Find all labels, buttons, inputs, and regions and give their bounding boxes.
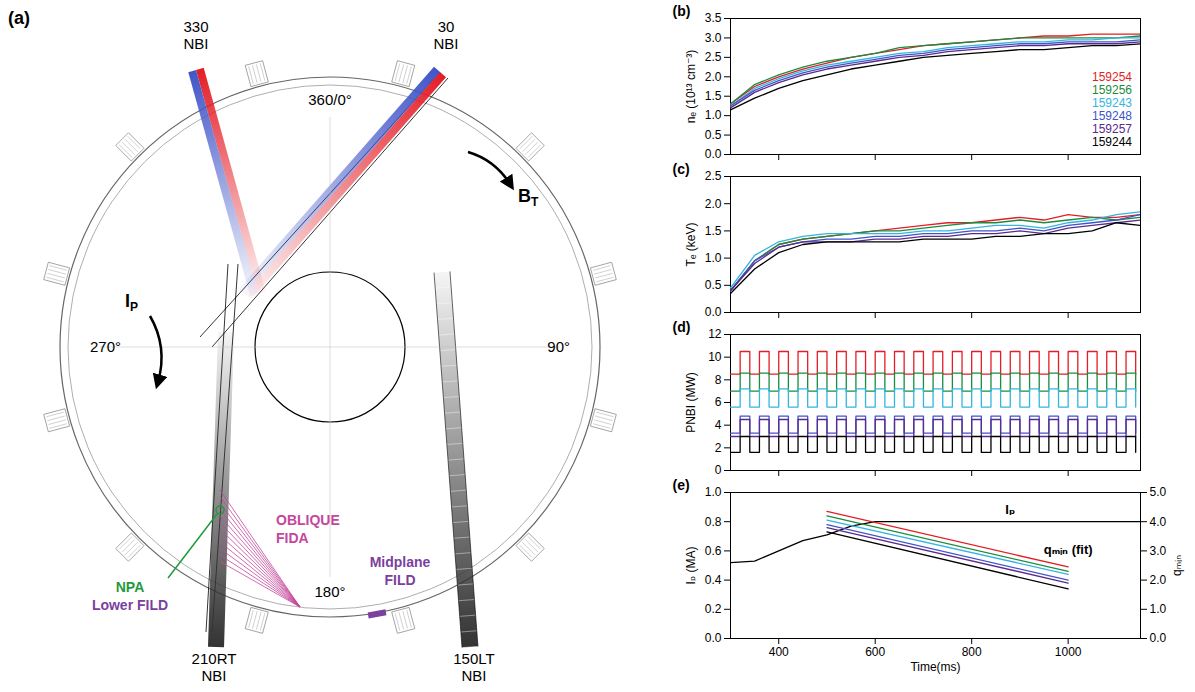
- svg-text:1.0: 1.0: [705, 108, 722, 122]
- svg-text:qₘᵢₙ: qₘᵢₙ: [1170, 555, 1184, 576]
- svg-text:(b): (b): [673, 3, 691, 19]
- html-text:159256: 159256: [1092, 83, 1132, 97]
- svg-text:400: 400: [769, 645, 789, 659]
- svg-text:1.0: 1.0: [705, 251, 722, 265]
- svg-text:1.5: 1.5: [705, 224, 722, 238]
- svg-text:800: 800: [962, 645, 982, 659]
- svg-text:30: 30: [438, 18, 455, 35]
- svg-text:(c): (c): [673, 161, 690, 177]
- svg-text:90°: 90°: [547, 338, 570, 355]
- svg-text:0.0: 0.0: [1150, 631, 1167, 645]
- svg-text:NBI: NBI: [433, 35, 458, 52]
- svg-text:FIDA: FIDA: [276, 530, 309, 546]
- svg-text:0.8: 0.8: [705, 515, 722, 529]
- svg-text:1.5: 1.5: [705, 89, 722, 103]
- svg-text:0.5: 0.5: [705, 278, 722, 292]
- svg-text:IP: IP: [125, 291, 138, 314]
- svg-text:FILD: FILD: [384, 572, 415, 588]
- svg-text:150LT: 150LT: [453, 650, 494, 667]
- svg-text:NBI: NBI: [183, 35, 208, 52]
- svg-text:2: 2: [715, 441, 722, 455]
- svg-text:2.5: 2.5: [705, 50, 722, 64]
- svg-text:0.0: 0.0: [705, 147, 722, 161]
- svg-text:3.0: 3.0: [1150, 544, 1167, 558]
- svg-text:270°: 270°: [90, 338, 121, 355]
- html-text:159257: 159257: [1092, 122, 1132, 136]
- svg-text:1000: 1000: [1055, 645, 1082, 659]
- svg-text:Tₑ (keV): Tₑ (keV): [684, 223, 698, 267]
- svg-text:210RT: 210RT: [192, 650, 237, 667]
- svg-text:NBI: NBI: [201, 667, 226, 684]
- svg-text:330: 330: [183, 18, 208, 35]
- html-text:159244: 159244: [1092, 135, 1132, 149]
- html-text:159243: 159243: [1092, 96, 1132, 110]
- svg-text:PNBI (MW): PNBI (MW): [684, 372, 698, 433]
- svg-text:Iₚ (MA): Iₚ (MA): [684, 547, 698, 585]
- svg-text:2.0: 2.0: [705, 70, 722, 84]
- svg-text:0: 0: [715, 463, 722, 477]
- svg-text:3.0: 3.0: [705, 31, 722, 45]
- svg-text:Lower FILD: Lower FILD: [92, 597, 168, 613]
- svg-text:NPA: NPA: [116, 579, 145, 595]
- svg-text:180°: 180°: [314, 583, 345, 600]
- svg-text:1.0: 1.0: [1150, 602, 1167, 616]
- svg-text:0.0: 0.0: [705, 631, 722, 645]
- svg-text:2.5: 2.5: [705, 169, 722, 183]
- svg-text:2.0: 2.0: [1150, 573, 1167, 587]
- svg-text:6: 6: [715, 395, 722, 409]
- svg-text:qₘᵢₙ (fit): qₘᵢₙ (fit): [1044, 542, 1093, 557]
- svg-text:0.0: 0.0: [705, 305, 722, 319]
- svg-text:4: 4: [715, 418, 722, 432]
- svg-text:BT: BT: [518, 186, 539, 209]
- svg-text:(e): (e): [673, 477, 690, 493]
- svg-text:(a): (a): [8, 8, 30, 28]
- svg-text:2.0: 2.0: [705, 197, 722, 211]
- svg-text:4.0: 4.0: [1150, 515, 1167, 529]
- svg-text:0.5: 0.5: [705, 128, 722, 142]
- svg-text:5.0: 5.0: [1150, 485, 1167, 499]
- svg-text:nₑ (10¹³ cm⁻³): nₑ (10¹³ cm⁻³): [684, 50, 698, 123]
- svg-text:0.4: 0.4: [705, 573, 722, 587]
- html-text:159248: 159248: [1092, 109, 1132, 123]
- svg-text:600: 600: [865, 645, 885, 659]
- svg-text:OBLIQUE: OBLIQUE: [276, 512, 340, 528]
- svg-text:Midplane: Midplane: [370, 554, 431, 570]
- svg-text:8: 8: [715, 373, 722, 387]
- svg-text:10: 10: [708, 350, 722, 364]
- svg-text:1.0: 1.0: [705, 485, 722, 499]
- svg-text:NBI: NBI: [461, 667, 486, 684]
- svg-text:Time(ms): Time(ms): [910, 660, 960, 674]
- svg-text:(d): (d): [673, 319, 691, 335]
- svg-text:360/0°: 360/0°: [308, 91, 352, 108]
- svg-text:Iₚ: Iₚ: [1005, 502, 1015, 517]
- svg-text:12: 12: [708, 327, 722, 341]
- html-text:159254: 159254: [1092, 70, 1132, 84]
- svg-text:0.6: 0.6: [705, 544, 722, 558]
- svg-text:3.5: 3.5: [705, 11, 722, 25]
- svg-text:0.2: 0.2: [705, 602, 722, 616]
